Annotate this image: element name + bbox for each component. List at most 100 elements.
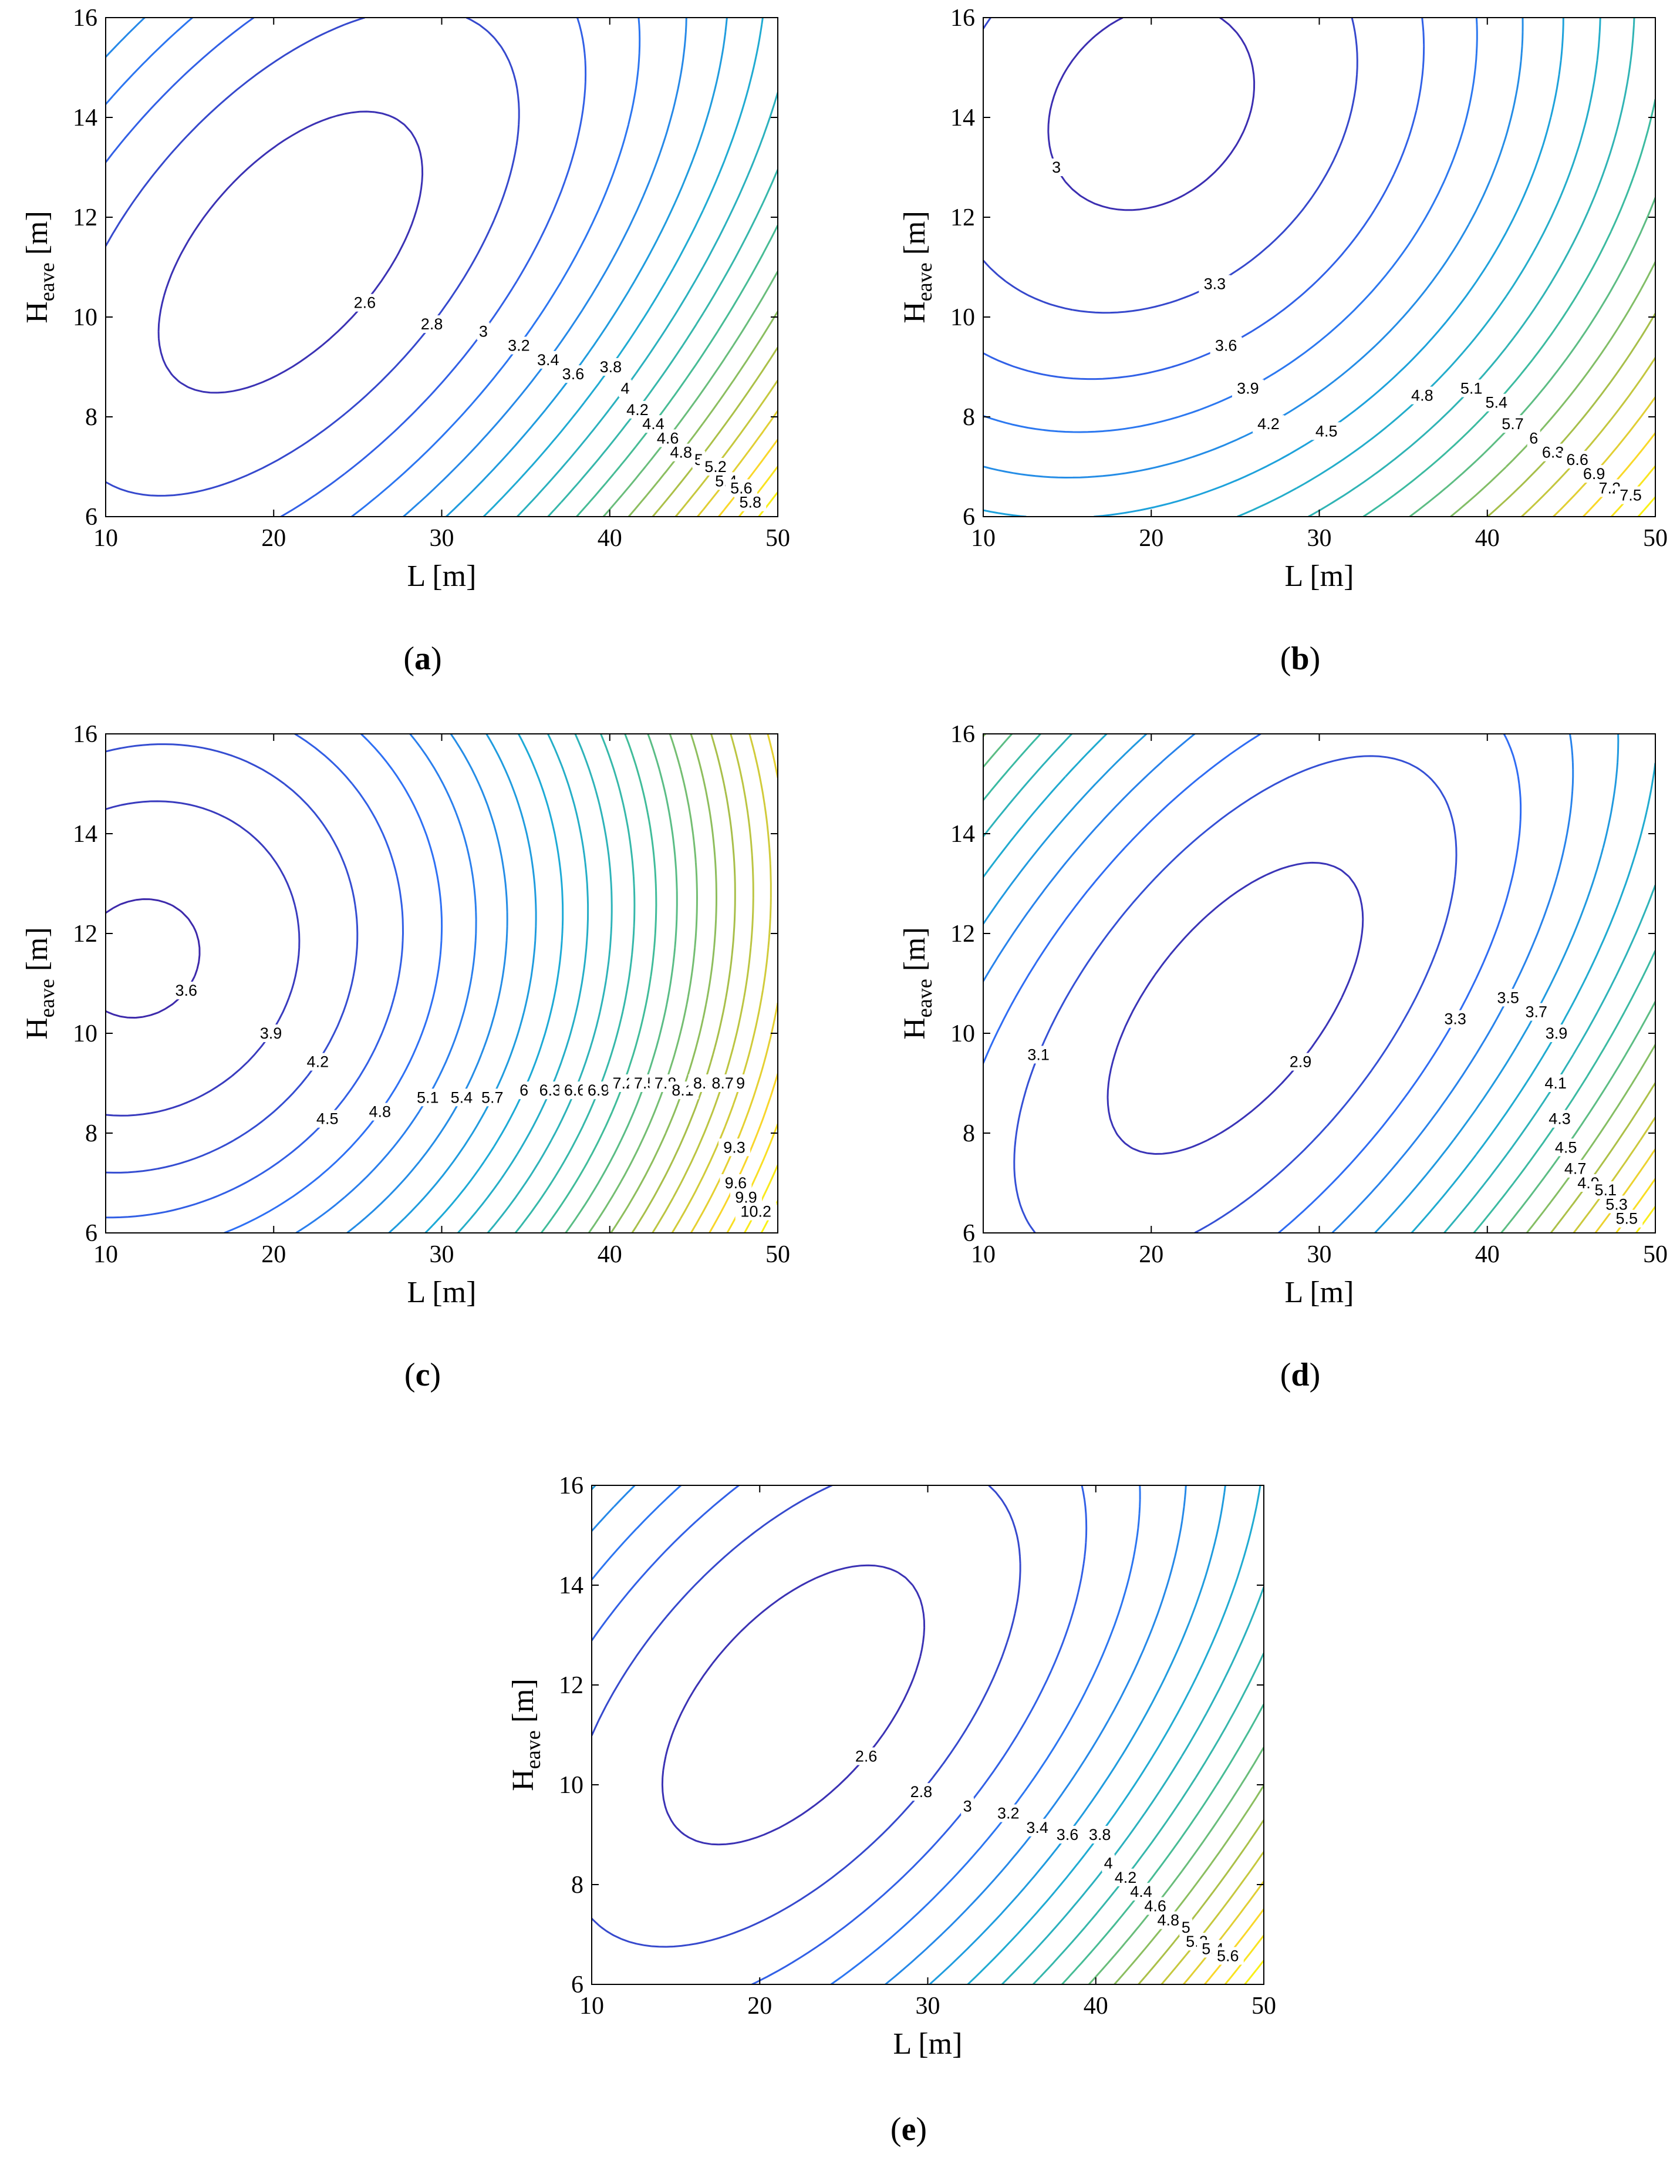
contour-panel-a: 2.62.833.23.43.63.844.24.44.64.855.25.45… <box>12 0 834 646</box>
contour-label-a-4: 4 <box>621 379 630 397</box>
contour-label-bg <box>416 315 448 333</box>
contour-label-bg <box>1051 1826 1084 1843</box>
contour-label-bg <box>1540 1024 1573 1042</box>
contour-label-d-2.9: 2.9 <box>1290 1053 1312 1071</box>
contour-label-bg <box>411 1088 444 1107</box>
contour-label-d-3.1: 3.1 <box>1027 1046 1050 1063</box>
contour-label-a-3: 3 <box>479 322 488 340</box>
contour-line-e-3.8 <box>967 1485 1261 1984</box>
contour-label-bg <box>992 1804 1024 1822</box>
x-tick-label: 30 <box>1307 1241 1332 1268</box>
contour-label-bg <box>1212 1947 1244 1965</box>
y-tick-label: 10 <box>559 1772 583 1799</box>
y-tick-label: 12 <box>950 921 975 948</box>
caption-a: (a) <box>403 641 442 677</box>
contour-label-bg <box>1611 1209 1643 1228</box>
y-tick-label: 10 <box>73 1020 97 1047</box>
contour-label-c-6: 6 <box>519 1081 528 1099</box>
contour-line-b-4.5 <box>983 18 1564 517</box>
contour-label-e-5.6: 5.6 <box>1217 1947 1239 1964</box>
contour-label-bg <box>619 379 632 397</box>
contour-line-a-2.8 <box>106 18 520 497</box>
contour-label-bg <box>1232 379 1264 397</box>
contour-label-d-3.3: 3.3 <box>1444 1010 1466 1028</box>
contour-label-bg <box>1492 989 1524 1007</box>
y-tick-label: 10 <box>73 304 97 331</box>
contour-line-b-4.8 <box>1237 18 1601 517</box>
contour-label-bg <box>446 1088 478 1107</box>
contour-label-a-4.8: 4.8 <box>670 444 692 461</box>
y-tick-label: 8 <box>85 404 97 431</box>
y-tick-label: 10 <box>950 304 975 331</box>
contour-line-c-5.1 <box>295 734 477 1233</box>
y-axis-label: Heave [m] <box>21 927 59 1040</box>
x-tick-label: 40 <box>598 525 622 552</box>
contour-label-c-9.3: 9.3 <box>723 1138 745 1156</box>
contour-label-bg <box>905 1783 937 1801</box>
y-tick-label: 14 <box>73 821 97 848</box>
contour-label-e-4: 4 <box>1104 1855 1113 1872</box>
contour-panel-e: 2.62.833.23.43.63.844.24.44.64.855.25.45… <box>498 1468 1320 2114</box>
contour-line-c-4.2 <box>106 743 359 1174</box>
y-tick-label: 14 <box>559 1572 583 1599</box>
contour-line-d-2.9 <box>1106 861 1364 1155</box>
y-tick-label: 8 <box>85 1120 97 1147</box>
contour-label-b-3.3: 3.3 <box>1204 275 1226 292</box>
contour-label-c-6.3: 6.3 <box>539 1081 562 1099</box>
contour-label-a-5.8: 5.8 <box>739 494 761 511</box>
contour-label-b-4.8: 4.8 <box>1411 387 1433 405</box>
contour-label-bg <box>1021 1818 1054 1836</box>
contour-lines-c <box>106 734 778 1233</box>
contour-label-a-3.8: 3.8 <box>600 358 622 376</box>
contour-label-bg <box>1544 1110 1576 1128</box>
y-tick-label: 16 <box>73 5 97 32</box>
y-tick-label: 14 <box>950 105 975 132</box>
x-axis-label: L [m] <box>407 1276 477 1309</box>
contour-label-c-3.9: 3.9 <box>260 1024 282 1042</box>
contour-label-e-2.8: 2.8 <box>910 1783 933 1801</box>
contour-label-c-4.8: 4.8 <box>369 1103 391 1121</box>
contour-label-a-3.2: 3.2 <box>508 337 530 355</box>
contour-label-a-3.6: 3.6 <box>562 365 585 383</box>
contour-line-a-4.2 <box>547 169 778 517</box>
contour-line-e-6 <box>1244 1960 1264 1984</box>
caption-e: (e) <box>890 2111 927 2148</box>
contour-label-e-3.2: 3.2 <box>997 1805 1020 1822</box>
contour-label-bg <box>1179 1918 1193 1936</box>
y-axis-label: Heave [m] <box>507 1679 545 1791</box>
contour-label-bg <box>1406 386 1438 405</box>
contour-label-c-4.5: 4.5 <box>316 1110 339 1128</box>
contour-label-c-6.9: 6.9 <box>588 1081 610 1099</box>
x-tick-label: 50 <box>765 525 790 552</box>
contour-label-bg <box>1540 1074 1572 1092</box>
contour-label-bg <box>302 1053 334 1071</box>
y-tick-label: 10 <box>950 1020 975 1047</box>
contour-line-c-7.5 <box>565 734 678 1233</box>
caption-d: (d) <box>1280 1357 1321 1393</box>
x-tick-label: 50 <box>1643 1241 1668 1268</box>
x-tick-label: 20 <box>747 1993 772 2020</box>
contour-label-bg <box>1084 1826 1116 1843</box>
contour-label-a-3.4: 3.4 <box>537 351 559 369</box>
contour-line-e-3.6 <box>592 1485 1226 1984</box>
contour-label-bg <box>1210 336 1242 355</box>
contour-line-a-3.6 <box>446 18 728 517</box>
contour-label-bg <box>1497 415 1529 433</box>
contour-label-b-6: 6 <box>1529 429 1538 447</box>
contour-line-e-4.2 <box>1032 1652 1264 1984</box>
contour-line-c-9 <box>671 734 772 1233</box>
contour-line-c-8.7 <box>652 734 754 1233</box>
contour-plot-c: 3.63.94.24.5 4.85.1 5.4 5.7 6 6.3 6.6 6.9 7.27.5… <box>21 721 790 1309</box>
contour-label-e-4.8: 4.8 <box>1157 1912 1179 1929</box>
contour-line-d-4.1 <box>983 734 1655 1233</box>
y-axis-label: Heave [m] <box>898 211 936 323</box>
contour-label-d-3.5: 3.5 <box>1497 989 1519 1006</box>
contour-line-b-7.8 <box>1637 496 1655 517</box>
caption-c: (c) <box>404 1357 441 1393</box>
contour-label-bg <box>1199 275 1231 293</box>
y-tick-label: 6 <box>963 1220 975 1247</box>
contour-label-bg <box>961 1797 974 1815</box>
contour-label-c-8.7: 8.7 <box>711 1074 734 1092</box>
contour-label-bg <box>1527 429 1540 447</box>
contour-label-c-6.6: 6.6 <box>564 1081 586 1099</box>
